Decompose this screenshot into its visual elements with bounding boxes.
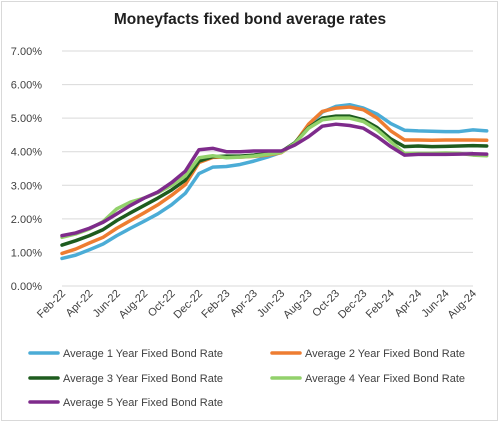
y-tick-label: 2.00% [11,214,42,226]
legend-label: Average 5 Year Fixed Bond Rate [63,397,223,409]
legend-label: Average 3 Year Fixed Bond Rate [63,373,223,385]
y-tick-label: 4.00% [11,147,42,159]
x-tick-label: Dec-22 [172,288,206,322]
x-tick-label: Dec-23 [336,288,370,322]
y-tick-label: 7.00% [11,46,42,58]
y-tick-label: 3.00% [11,180,42,192]
x-tick-label: Feb-23 [199,288,232,321]
series-line [60,102,489,261]
x-tick-label: Apr-22 [64,288,96,320]
x-axis-labels: Feb-22Apr-22Jun-22Aug-22Oct-22Dec-22Feb-… [35,288,479,322]
legend-label: Average 2 Year Fixed Bond Rate [305,348,465,360]
series-lines [60,102,489,261]
y-axis-labels: 0.00% 1.00% 2.00% 3.00% 4.00% 5.00% 6.00% 7.00% [11,46,42,293]
y-tick-label: 6.00% [11,80,42,92]
legend-label: Average 1 Year Fixed Bond Rate [63,348,223,360]
x-tick-label: Aug-23 [281,288,315,322]
y-tick-label: 5.00% [11,113,42,125]
series-line [60,116,489,240]
x-tick-label: Feb-24 [364,288,397,321]
legend-label: Average 4 Year Fixed Bond Rate [305,373,465,385]
gridlines [62,50,473,287]
y-tick-label: 1.00% [11,247,42,259]
y-tick-label: 0.00% [11,281,42,293]
series-line [60,114,489,247]
x-tick-label: Aug-22 [117,288,151,322]
x-tick-label: Apr-23 [228,288,260,320]
series-line [60,122,489,238]
legend: Average 1 Year Fixed Bond Rate Average 2 … [28,348,465,409]
chart-title: Moneyfacts fixed bond average rates [114,11,386,28]
x-tick-label: Apr-24 [392,288,424,320]
x-tick-label: Aug-24 [446,288,480,322]
